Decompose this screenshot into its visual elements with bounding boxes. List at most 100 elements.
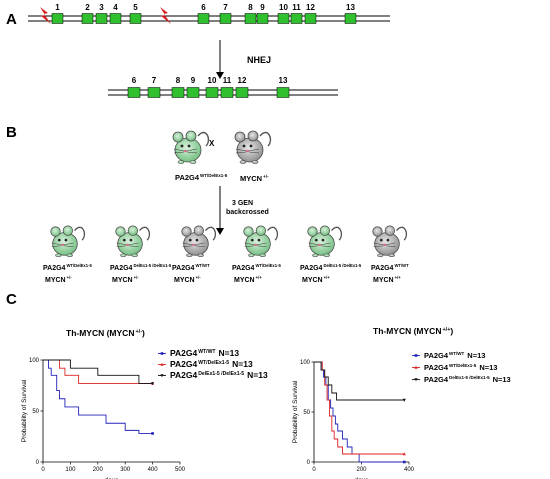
exon-label: 12 [306,3,315,12]
offspring-pa2g4-genotype: PA2G4WT/WT [172,263,210,272]
panel-a-label: A [6,11,17,28]
exon-box [277,13,290,24]
chart-title: Th-MYCN (MYCN+/+) [373,326,453,336]
censor-mark [414,378,418,382]
chart-title: Th-MYCN (MYCN+/-) [66,328,145,338]
exon-label: 11 [223,76,232,85]
parent-right-genotype: MYCN+/- [240,174,269,183]
exon-box [109,13,122,24]
mouse-icon [234,130,272,164]
survival-curve [314,361,405,463]
censor-mark [160,374,164,378]
y-tick-label: 0 [36,460,40,466]
exon-label: 6 [132,76,137,85]
exon-box [344,13,357,24]
exon-label: 1 [55,3,60,12]
backcross-line2: backcrossed [226,209,269,216]
exon-box [244,13,257,24]
exon-label: 13 [279,76,288,85]
legend-entry: PA2G4WT/WT N=13 [424,351,485,360]
y-axis-label: Probability of Survival [292,380,299,443]
y-tick-label: 50 [303,410,310,416]
offspring-mycn-genotype: MYCN+/+ [373,275,401,284]
exon-box [51,13,64,24]
survival-curve [43,359,153,434]
censor-mark [414,365,418,369]
x-axis-label: days [355,477,369,479]
panel-b-label: B [6,124,17,141]
x-axis-label: days [105,477,119,479]
exon-box [147,87,161,98]
exon-label: 10 [279,3,288,12]
cross-symbol: X [209,139,215,148]
offspring-mycn-genotype: MYCN+/- [112,275,139,284]
exon-box [219,13,232,24]
legend-entry: PA2G4DelEx1-5 /DelEx1-5 N=13 [424,375,511,384]
mouse-icon [181,225,217,258]
x-tick-label: 400 [148,467,159,473]
x-tick-label: 400 [404,467,415,473]
backcross-line1: 3 GEN [232,200,253,207]
mouse-icon [50,225,86,258]
exon-label: 6 [201,3,206,12]
x-tick-label: 300 [120,467,131,473]
y-tick-label: 100 [300,360,311,366]
x-tick-label: 0 [312,467,316,473]
exon-label: 4 [113,3,118,12]
legend-entry: PA2G4WT/DelEx1-5 N=13 [424,363,497,372]
mouse-icon [307,225,343,258]
censor-mark [402,460,406,464]
y-tick-label: 0 [307,460,311,466]
exon-box [171,87,185,98]
exon-box [127,87,141,98]
censor-mark [414,354,418,357]
y-tick-label: 50 [32,409,39,415]
survival-curve [314,361,405,401]
exon-label: 2 [85,3,90,12]
censor-mark [160,352,164,355]
x-tick-label: 0 [41,467,45,473]
survival-chart-mycn-hom: Th-MYCN (MYCN+/+) 0 200 400 0 50 100 days Probab… [292,326,511,479]
exon-label: 9 [260,3,265,12]
mouse-icon [172,130,210,164]
x-tick-label: 100 [65,467,76,473]
censor-mark [160,362,164,366]
exon-box [290,13,303,24]
exon-label: 7 [223,3,228,12]
exon-label: 11 [292,3,301,12]
exon-label: 8 [248,3,253,12]
exon-label: 12 [238,76,247,85]
offspring-mycn-genotype: MYCN+/- [174,275,201,284]
offspring-mycn-genotype: MYCN+/+ [234,275,262,284]
y-axis-label: Probability of Survival [21,379,28,442]
exon-label: 3 [99,3,104,12]
survival-curve [43,359,153,384]
y-tick-label: 100 [29,358,40,364]
legend-entry: PA2G4DelEx1-5 /DelEx1-5 N=13 [170,370,268,380]
exon-label: 9 [191,76,196,85]
exon-box [256,13,269,24]
panel-c-label: C [6,291,17,308]
x-tick-label: 200 [356,467,367,473]
offspring-mycn-genotype: MYCN+/- [45,275,72,284]
mouse-icon [372,225,408,258]
parent-left-genotype: PA2G4WT/DelEx1-5 [175,173,228,182]
legend-entry: PA2G4WT/WT N=13 [170,348,239,358]
censor-mark [402,398,406,402]
offspring-pa2g4-genotype: PA2G4DelEx1-5 /DelEx1-5 [110,263,172,272]
survival-curve [314,361,405,455]
exon-box [304,13,317,24]
exon-box [129,13,142,24]
x-tick-label: 500 [175,467,186,473]
exon-label: 13 [346,3,355,12]
survival-chart-mycn-het: Th-MYCN (MYCN+/-) 0 100 200 300 400 500 0 50 100 d… [21,328,268,479]
exon-box [95,13,108,24]
x-tick-label: 200 [93,467,104,473]
legend-entry: PA2G4WT/DelEx1-5 N=13 [170,359,253,369]
exon-label: 7 [152,76,157,85]
nhej-label: NHEJ [247,55,271,65]
top-gene-track: 1 2 3 4 5 6 7 8 9 10 11 12 13 [28,3,390,24]
exon-box [197,13,210,24]
exon-box [235,87,249,98]
